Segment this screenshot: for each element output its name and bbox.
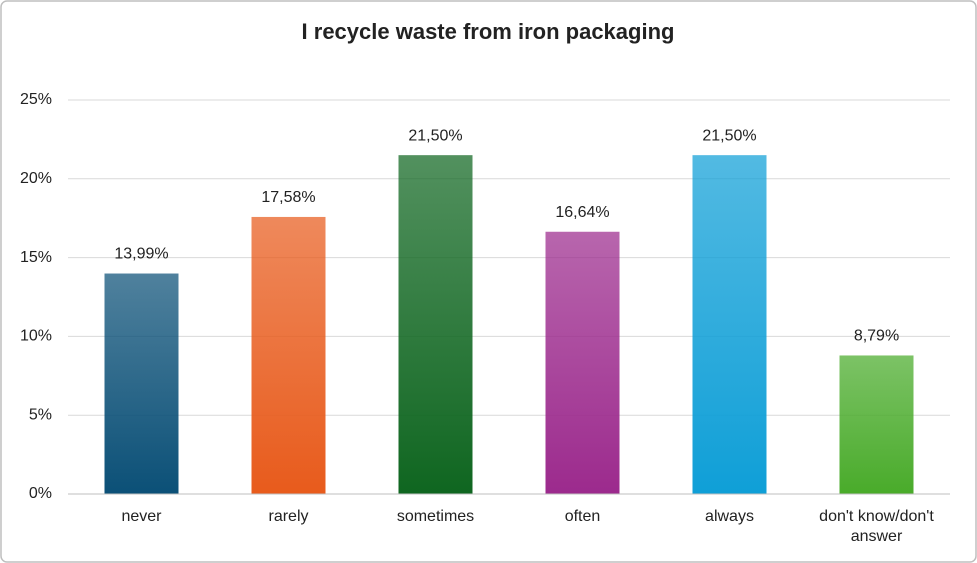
x-tick-label: sometimes: [396, 508, 475, 525]
x-tick-label: often: [564, 508, 601, 525]
x-tick-label-box: always: [705, 508, 754, 525]
y-tick-label: 0%: [29, 485, 52, 502]
x-tick-label-box: never: [121, 508, 162, 525]
y-tick-label: 20%: [20, 170, 52, 187]
value-label: 8,79%: [854, 328, 899, 345]
value-label: 16,64%: [555, 204, 609, 221]
y-tick-label: 25%: [20, 91, 52, 108]
value-label: 21,50%: [408, 127, 462, 144]
value-label: 17,58%: [261, 189, 315, 206]
bar: [398, 155, 473, 494]
x-tick-label: never: [121, 508, 162, 525]
bar: [692, 155, 767, 494]
x-tick-label-box: don't know/don't answer: [819, 508, 934, 545]
x-tick-label-box: often: [564, 508, 601, 525]
bar: [545, 231, 620, 494]
bar: [104, 273, 179, 494]
x-tick-label-box: sometimes: [396, 508, 475, 525]
x-tick-label: rarely: [268, 508, 309, 525]
x-tick-label: always: [705, 508, 754, 525]
value-label: 21,50%: [702, 127, 756, 144]
chart-title: I recycle waste from iron packaging: [302, 19, 675, 44]
y-tick-label: 10%: [20, 328, 52, 345]
value-label: 13,99%: [114, 246, 168, 263]
y-tick-label: 5%: [29, 406, 52, 423]
y-tick-label: 15%: [20, 249, 52, 266]
bar: [251, 216, 326, 494]
bar: [839, 355, 914, 494]
x-tick-label: don't know/don't answer: [819, 508, 934, 545]
x-tick-label-box: rarely: [268, 508, 309, 525]
